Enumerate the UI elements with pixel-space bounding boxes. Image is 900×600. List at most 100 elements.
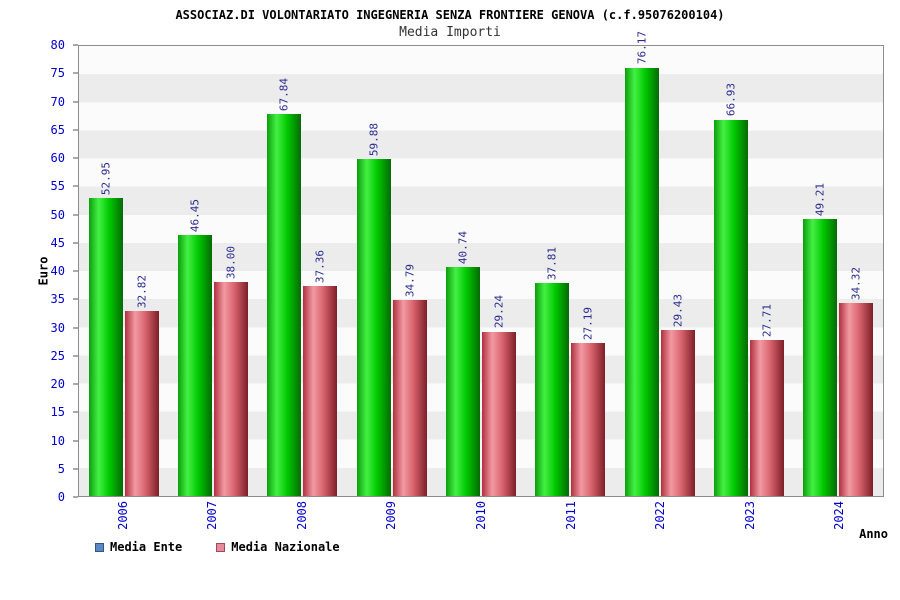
bar-media-ente: 59.88 (356, 123, 391, 496)
y-tick-mark (73, 383, 78, 385)
bar-value-label: 67.84 (277, 78, 291, 112)
x-tick-label: 2022 (653, 501, 668, 530)
y-tick-mark (73, 185, 78, 187)
bar-value-label: 76.17 (635, 31, 649, 65)
bar-value-label: 37.81 (545, 247, 559, 281)
y-tick-label: 15 (50, 405, 65, 420)
bar-value-label: 66.93 (724, 83, 738, 117)
x-axis-labels: 2006 2007 2008 2009 2010 2011 2022 2023 2024 (78, 499, 884, 541)
x-tick-label: 2008 (294, 501, 309, 530)
bar-group: 59.88 34.79 (347, 46, 436, 496)
y-tick-mark (73, 101, 78, 102)
legend-label: Media Nazionale (231, 540, 340, 554)
bar-media-ente: 67.84 (267, 78, 302, 496)
plot-area: 52.95 32.82 46.45 38.00 67.84 37.36 59.88 34.79… (78, 31, 884, 497)
y-tick-label: 80 (50, 38, 65, 52)
y-tick-mark (73, 440, 78, 441)
y-tick-label: 35 (50, 292, 65, 307)
bar-media-nazionale: 27.19 (571, 307, 606, 496)
bar-value-label: 59.88 (367, 123, 381, 157)
y-tick-mark (73, 411, 78, 413)
bar-value-label: 40.74 (456, 230, 470, 264)
bar-group: 40.74 29.24 (436, 46, 525, 496)
legend-label: Media Ente (110, 540, 183, 554)
x-tick-cell: 2022 (615, 499, 705, 541)
bar-group: 49.21 34.32 (794, 46, 883, 496)
y-tick-mark (73, 242, 78, 244)
bar-group: 37.81 27.19 (526, 46, 615, 496)
bar-media-ente: 37.81 (535, 247, 570, 496)
y-tick-label: 55 (50, 179, 65, 194)
bar-value-label: 34.79 (403, 264, 417, 298)
x-tick-label: 2023 (742, 501, 757, 530)
x-axis-title: Anno (859, 527, 888, 541)
bar-media-ente: 76.17 (624, 31, 659, 496)
x-tick-label: 2009 (384, 501, 399, 530)
y-tick-label: 60 (50, 151, 65, 165)
y-tick-mark (73, 355, 78, 357)
y-tick-mark (73, 214, 78, 215)
y-tick-label: 0 (57, 490, 65, 504)
y-tick-mark (73, 327, 78, 328)
legend-marker (95, 542, 104, 552)
y-tick-label: 40 (50, 264, 65, 278)
x-tick-label: 2007 (205, 501, 220, 530)
y-tick-label: 20 (50, 377, 65, 391)
y-tick-mark (73, 496, 78, 498)
x-tick-label: 2011 (563, 501, 578, 530)
bar-value-label: 32.82 (135, 275, 149, 309)
y-tick-label: 25 (50, 348, 65, 363)
y-tick-label: 10 (50, 433, 65, 448)
bar-value-label: 52.95 (99, 162, 113, 196)
bar-media-nazionale: 34.32 (839, 267, 874, 496)
x-tick-cell: 2008 (257, 499, 347, 541)
y-tick-mark (73, 468, 78, 470)
x-tick-label: 2024 (832, 501, 847, 530)
bar-media-ente: 49.21 (803, 183, 838, 496)
x-tick-cell: 2010 (436, 499, 526, 541)
bar-media-ente: 66.93 (713, 83, 748, 496)
bar-value-label: 29.43 (671, 294, 685, 328)
x-tick-cell: 2009 (347, 499, 437, 541)
x-tick-label: 2006 (115, 501, 130, 530)
legend-item: Media Nazionale (216, 540, 340, 554)
y-tick-label: 45 (50, 235, 65, 250)
bar-media-nazionale: 29.24 (481, 295, 516, 496)
y-tick-mark (73, 44, 78, 46)
bar-media-ente: 46.45 (177, 199, 212, 496)
bar-value-label: 27.19 (581, 306, 595, 341)
chart-title: ASSOCIAZ.DI VOLONTARIATO INGEGNERIA SENZ… (175, 8, 725, 22)
y-tick-label: 5 (57, 461, 65, 476)
bar-value-label: 34.32 (849, 266, 863, 300)
bar-group: 66.93 27.71 (704, 46, 793, 496)
bar-value-label: 38.00 (224, 246, 238, 280)
y-tick-mark (73, 72, 78, 74)
y-tick-label: 65 (50, 122, 65, 137)
bar-value-label: 46.45 (188, 198, 202, 232)
bar-media-nazionale: 29.43 (660, 294, 695, 496)
legend-marker (216, 542, 226, 552)
y-tick-label: 50 (50, 207, 65, 222)
bar-media-ente: 40.74 (445, 231, 480, 496)
bar-media-ente: 52.95 (88, 162, 123, 496)
bar-value-label: 27.71 (760, 304, 774, 338)
y-tick-mark (73, 298, 78, 300)
bar-group: 52.95 32.82 (79, 46, 168, 496)
x-tick-cell: 2023 (705, 499, 795, 541)
y-tick-mark (73, 270, 78, 272)
legend: Media Ente Media Nazionale (95, 540, 340, 554)
legend-item: Media Ente (95, 540, 182, 554)
y-tick-mark (73, 129, 78, 131)
bar-media-nazionale: 32.82 (124, 275, 159, 496)
y-tick-label: 75 (50, 66, 65, 81)
x-tick-cell: 2011 (526, 499, 616, 541)
bar-media-nazionale: 37.36 (303, 250, 338, 496)
y-tick-mark (73, 157, 78, 159)
bar-media-nazionale: 34.79 (392, 264, 427, 496)
bar-value-label: 37.36 (313, 249, 327, 283)
bar-value-label: 49.21 (813, 183, 827, 217)
bar-value-label: 29.24 (492, 295, 506, 329)
y-tick-label: 70 (50, 94, 65, 109)
x-tick-label: 2010 (474, 501, 489, 530)
